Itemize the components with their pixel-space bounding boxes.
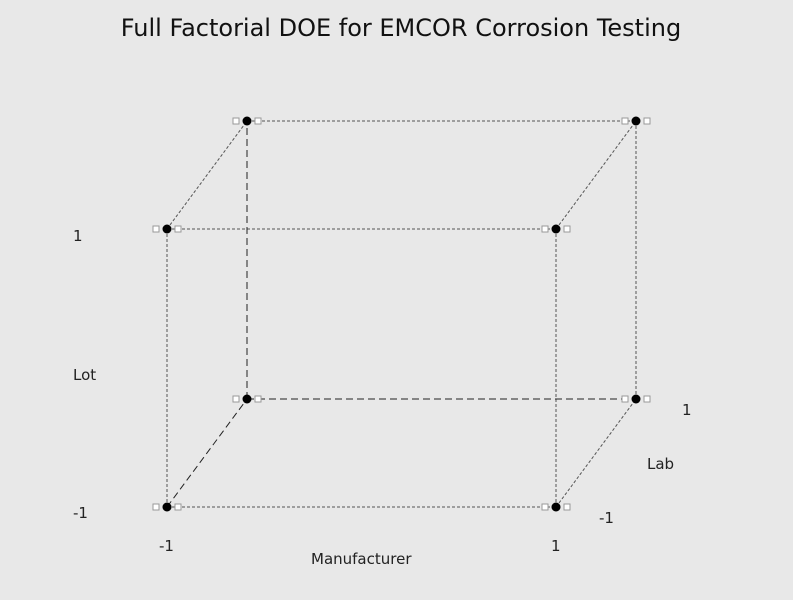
chart-title: Full Factorial DOE for EMCOR Corrosion T… (121, 14, 681, 42)
tick-lab-high: 1 (682, 401, 692, 419)
point-handle (232, 117, 240, 125)
point-handle (563, 503, 571, 511)
tick-manufacturer-low: -1 (159, 537, 174, 555)
tick-lab-low: -1 (599, 509, 614, 527)
point-handle (174, 503, 182, 511)
cube-edge (555, 120, 637, 230)
point-handle (152, 225, 160, 233)
cube-edge (166, 398, 248, 508)
design-points (162, 116, 641, 512)
point-handle (254, 117, 262, 125)
cube-edge (555, 398, 637, 508)
point-handle (232, 395, 240, 403)
axis-label-manufacturer: Manufacturer (311, 550, 412, 568)
point-handle (541, 225, 549, 233)
design-point (162, 224, 172, 234)
point-handle (643, 395, 651, 403)
point-handle (174, 225, 182, 233)
selection-handles (152, 117, 651, 511)
design-point (551, 224, 561, 234)
point-handle (563, 225, 571, 233)
point-handle (254, 395, 262, 403)
point-handle (621, 117, 629, 125)
cube-edge (166, 120, 248, 230)
tick-lot-high: 1 (73, 227, 83, 245)
point-handle (541, 503, 549, 511)
axis-label-lab: Lab (647, 455, 674, 473)
design-point (162, 502, 172, 512)
design-point (242, 116, 252, 126)
design-point (551, 502, 561, 512)
point-handle (643, 117, 651, 125)
point-handle (621, 395, 629, 403)
tick-lot-low: -1 (73, 504, 88, 522)
tick-manufacturer-high: 1 (551, 537, 561, 555)
point-handle (152, 503, 160, 511)
cube-edges (166, 120, 637, 508)
design-point (631, 116, 641, 126)
design-point (631, 394, 641, 404)
design-point (242, 394, 252, 404)
axis-label-lot: Lot (73, 366, 96, 384)
